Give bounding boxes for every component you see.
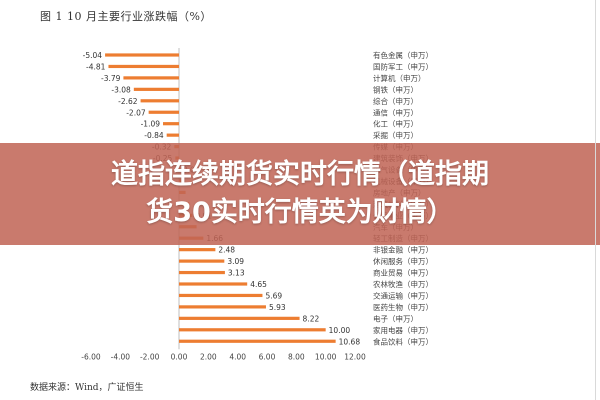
x-tick-label-9: 12.00 [344,352,366,361]
x-tick-label-3: 0.00 [171,352,188,361]
category-label-18: 休闲服务（申万） [373,256,433,266]
data-label-0: -5.04 [83,51,103,60]
category-label-22: 医药生物（申万） [373,302,433,312]
overlay-banner: 道指连续期货实时行情（道指期 货30实时行情英为财情） [0,143,600,245]
data-label-19: 3.13 [228,269,245,278]
x-tick-label-7: 8.00 [288,352,305,361]
x-tick-label-4: 2.00 [200,352,217,361]
bar-22 [179,305,266,309]
category-label-6: 化工（申万） [373,119,418,129]
bar-18 [179,259,225,263]
x-tick-label-1: -4.00 [111,352,131,361]
bar-6 [163,122,179,126]
bar-7 [166,133,179,137]
bar-4 [140,99,179,103]
category-label-19: 商业贸易（申万） [373,268,433,278]
bar-24 [179,328,326,332]
overlay-title-line-1: 道指连续期货实时行情（道指期 [111,159,489,190]
data-label-4: -2.62 [118,97,138,106]
chart-title: 图 1 10 月主要行业涨跌幅（%） [40,10,212,23]
bar-0 [105,53,179,57]
x-tick-label-2: -2.00 [140,352,160,361]
bar-2 [123,76,179,80]
category-label-4: 综合（申万） [373,96,418,106]
data-label-6: -1.09 [141,120,161,129]
data-label-24: 10.00 [329,326,351,335]
bar-17 [179,248,216,252]
category-label-20: 农林牧渔（申万） [373,279,433,289]
data-label-17: 2.48 [218,246,235,255]
bar-3 [133,87,179,91]
data-label-2: -3.79 [101,74,121,83]
data-label-22: 5.93 [269,303,286,312]
category-label-24: 家用电器（申万） [373,325,433,335]
data-label-1: -4.81 [86,62,106,71]
data-label-25: 10.68 [339,337,361,346]
data-label-21: 5.69 [265,291,282,300]
data-label-3: -3.08 [111,85,131,94]
x-tick-label-0: -6.00 [81,352,101,361]
category-label-1: 国防军工（申万） [373,61,433,71]
bar-19 [179,270,225,275]
bar-1 [108,64,179,69]
data-label-5: -2.07 [126,108,146,117]
bar-20 [179,282,248,286]
bar-21 [179,293,263,298]
category-label-23: 电子（申万） [373,313,418,323]
bar-5 [148,110,179,114]
x-tick-label-6: 6.00 [259,352,276,361]
page-edge-divider [595,0,596,400]
category-label-17: 非银金融（申万） [373,245,433,255]
category-label-21: 交通运输（申万） [373,290,433,300]
category-label-7: 采掘（申万） [373,130,418,140]
x-tick-label-8: 10.00 [315,352,337,361]
data-label-23: 8.22 [303,314,320,323]
source-note: 数据来源：Wind，广证恒生 [30,383,144,393]
category-label-0: 有色金属（申万） [373,50,433,60]
x-tick-label-5: 4.00 [229,352,246,361]
category-label-3: 钢铁（申万） [373,84,418,94]
data-label-7: -0.84 [144,131,164,140]
data-label-18: 3.09 [227,257,244,266]
overlay-title-line-2: 货30实时行情英为财情） [146,197,454,228]
category-label-2: 计算机（申万） [373,73,426,83]
category-label-25: 食品饮料（申万） [373,336,433,346]
data-label-20: 4.65 [250,280,267,289]
category-label-5: 通信（申万） [373,107,418,117]
bar-25 [179,339,336,343]
bar-23 [179,316,300,320]
